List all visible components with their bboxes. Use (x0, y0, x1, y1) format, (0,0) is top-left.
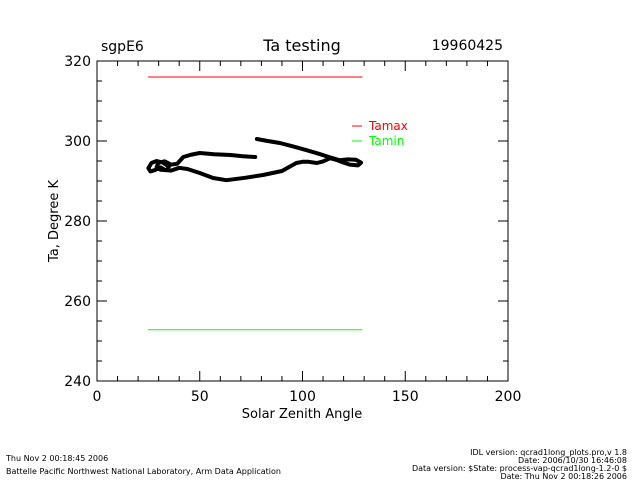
y-tick-label: 240 (64, 374, 91, 390)
footer-data-date: Date: Thu Nov 2 00:18:26 2006 (500, 472, 627, 480)
y-tick-label: 300 (64, 134, 91, 150)
axes: 0 50 100 150 200 240 260 280 300 320 (64, 54, 521, 405)
x-tick-label: 200 (495, 389, 522, 405)
y-axis-label: Ta, Degree K (47, 180, 62, 263)
y-tick-label: 320 (64, 54, 91, 70)
footer-org: Battelle Pacific Northwest National Labo… (6, 467, 281, 476)
x-axis-label: Solar Zenith Angle (242, 407, 362, 422)
series-line-ta (146, 137, 364, 183)
y-tick-label: 280 (64, 214, 91, 230)
plot-frame (96, 60, 509, 382)
chart-title: Ta testing (262, 36, 340, 55)
legend-label-tamax: Tamax (368, 119, 408, 133)
footer-data-version: Data version: $State: process-vap-qcrad1… (412, 464, 627, 473)
legend-label-tamin: Tamin (368, 134, 404, 148)
x-tick-label: 50 (191, 389, 209, 405)
y-tick-label: 260 (64, 294, 91, 310)
x-tick-label: 0 (93, 389, 102, 405)
footer-idl-version: IDL version: qcrad1long_plots.pro,v 1.8 (470, 448, 627, 457)
x-tick-label: 150 (392, 389, 419, 405)
footer-idl-date: Date: 2006/10/30 16:46:08 (518, 456, 627, 465)
x-tick-label: 100 (289, 389, 316, 405)
footer-timestamp: Thu Nov 2 00:18:45 2006 (5, 454, 108, 463)
site-label: sgpE6 (101, 39, 144, 55)
plot-marks (146, 76, 364, 331)
date-label: 19960425 (432, 38, 503, 54)
